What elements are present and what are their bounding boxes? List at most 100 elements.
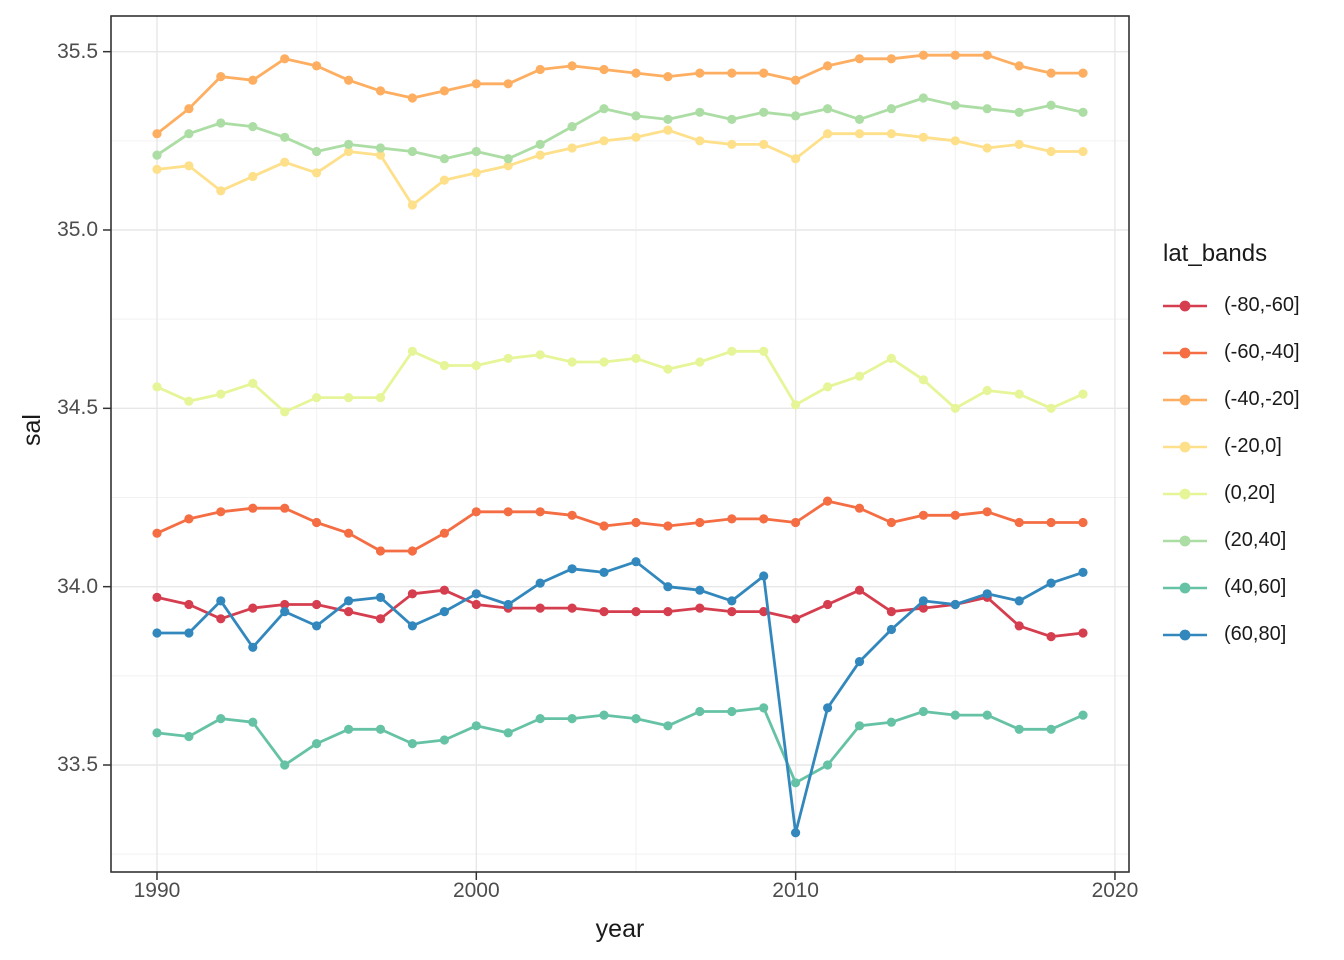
series-point	[886, 129, 897, 139]
series-point	[1014, 517, 1024, 528]
series-point	[631, 132, 641, 142]
series-point	[184, 161, 194, 171]
series-point	[439, 607, 449, 617]
series-point	[375, 724, 386, 734]
series-point	[791, 778, 801, 788]
legend-item: (-60,-40]	[1163, 329, 1341, 376]
legend-key-point	[1179, 347, 1191, 358]
series-point	[886, 54, 897, 64]
series-point	[184, 396, 194, 406]
series-point	[439, 154, 449, 164]
plot-panel	[111, 16, 1129, 872]
series-point	[375, 546, 386, 556]
series-line	[155, 560, 1085, 835]
series-point	[375, 614, 386, 624]
series-point	[854, 503, 865, 513]
series-point	[567, 143, 577, 153]
series-point	[791, 517, 801, 528]
series-point	[950, 599, 960, 610]
series-point	[631, 714, 641, 724]
series-point	[759, 703, 769, 713]
series-point	[312, 168, 322, 178]
series-point	[759, 68, 769, 78]
series-point	[503, 507, 513, 517]
series-point	[280, 599, 290, 610]
series-point	[407, 739, 417, 749]
series-point	[471, 599, 481, 610]
series-point	[184, 129, 194, 139]
series-point	[152, 628, 162, 638]
series-point	[1046, 578, 1056, 588]
series-point	[535, 350, 545, 360]
series-point	[344, 607, 354, 617]
series-point	[280, 503, 290, 513]
series-point	[663, 582, 673, 592]
series-point	[152, 164, 162, 174]
series-point	[344, 139, 354, 149]
series-point	[663, 364, 673, 374]
series-point	[854, 585, 865, 595]
series-point	[950, 136, 960, 146]
legend-key-point	[1179, 441, 1191, 452]
series-point	[1078, 628, 1088, 638]
series-point	[280, 54, 290, 64]
series-point	[344, 724, 354, 734]
series-point	[599, 136, 609, 146]
series-point	[791, 75, 801, 85]
series-point	[216, 714, 226, 724]
series-point	[471, 589, 481, 599]
series-point	[823, 104, 833, 114]
series-point	[471, 168, 481, 178]
series-point	[471, 360, 481, 371]
series-point	[1014, 107, 1024, 117]
series-point	[567, 564, 577, 574]
series-point	[854, 114, 865, 124]
series-point	[471, 507, 481, 517]
legend-item-label: (0,20]	[1224, 482, 1276, 504]
series-point	[280, 607, 290, 617]
series-point	[216, 72, 226, 82]
series-point	[663, 521, 673, 531]
legend: lat_bands (-80,-60] (-60,-40] (-40,-20] (-2…	[1163, 240, 1341, 658]
series-point	[631, 607, 641, 617]
series-point	[1078, 68, 1088, 78]
series-point	[631, 557, 641, 567]
series-point	[982, 104, 992, 114]
series-point	[439, 86, 449, 96]
series-point	[216, 614, 226, 624]
series-point	[599, 521, 609, 531]
series-point	[1014, 61, 1024, 71]
series-point	[439, 585, 449, 595]
series-point	[248, 171, 258, 182]
series-point	[248, 122, 258, 132]
legend-item-label: (-40,-20]	[1224, 388, 1300, 410]
legend-item: (0,20]	[1163, 470, 1341, 517]
series-point	[759, 607, 769, 617]
series-point	[950, 510, 960, 520]
x-axis-tick-label: 2000	[452, 879, 500, 902]
series-point	[854, 129, 865, 139]
series-point	[312, 739, 322, 749]
series-point	[152, 150, 162, 160]
series-point	[823, 760, 833, 770]
x-axis-tick-label: 2020	[1091, 879, 1139, 902]
series-point	[439, 175, 449, 185]
series-point	[535, 64, 545, 75]
series-point	[1046, 632, 1056, 642]
series-point	[823, 599, 833, 610]
y-axis-tick-label: 33.5	[57, 753, 98, 776]
series-point	[727, 68, 737, 78]
series-point	[280, 132, 290, 142]
series-point	[1046, 68, 1056, 78]
series-point	[631, 353, 641, 363]
series-point	[599, 710, 609, 720]
series-point	[407, 589, 417, 599]
series-point	[407, 200, 417, 210]
x-axis-tick-label: 2010	[772, 879, 819, 902]
series-point	[312, 599, 322, 610]
series-point	[152, 528, 162, 538]
series-point	[886, 717, 897, 727]
legend-item-label: (-80,-60]	[1224, 294, 1300, 316]
legend-item-label: (60,80]	[1224, 623, 1287, 645]
